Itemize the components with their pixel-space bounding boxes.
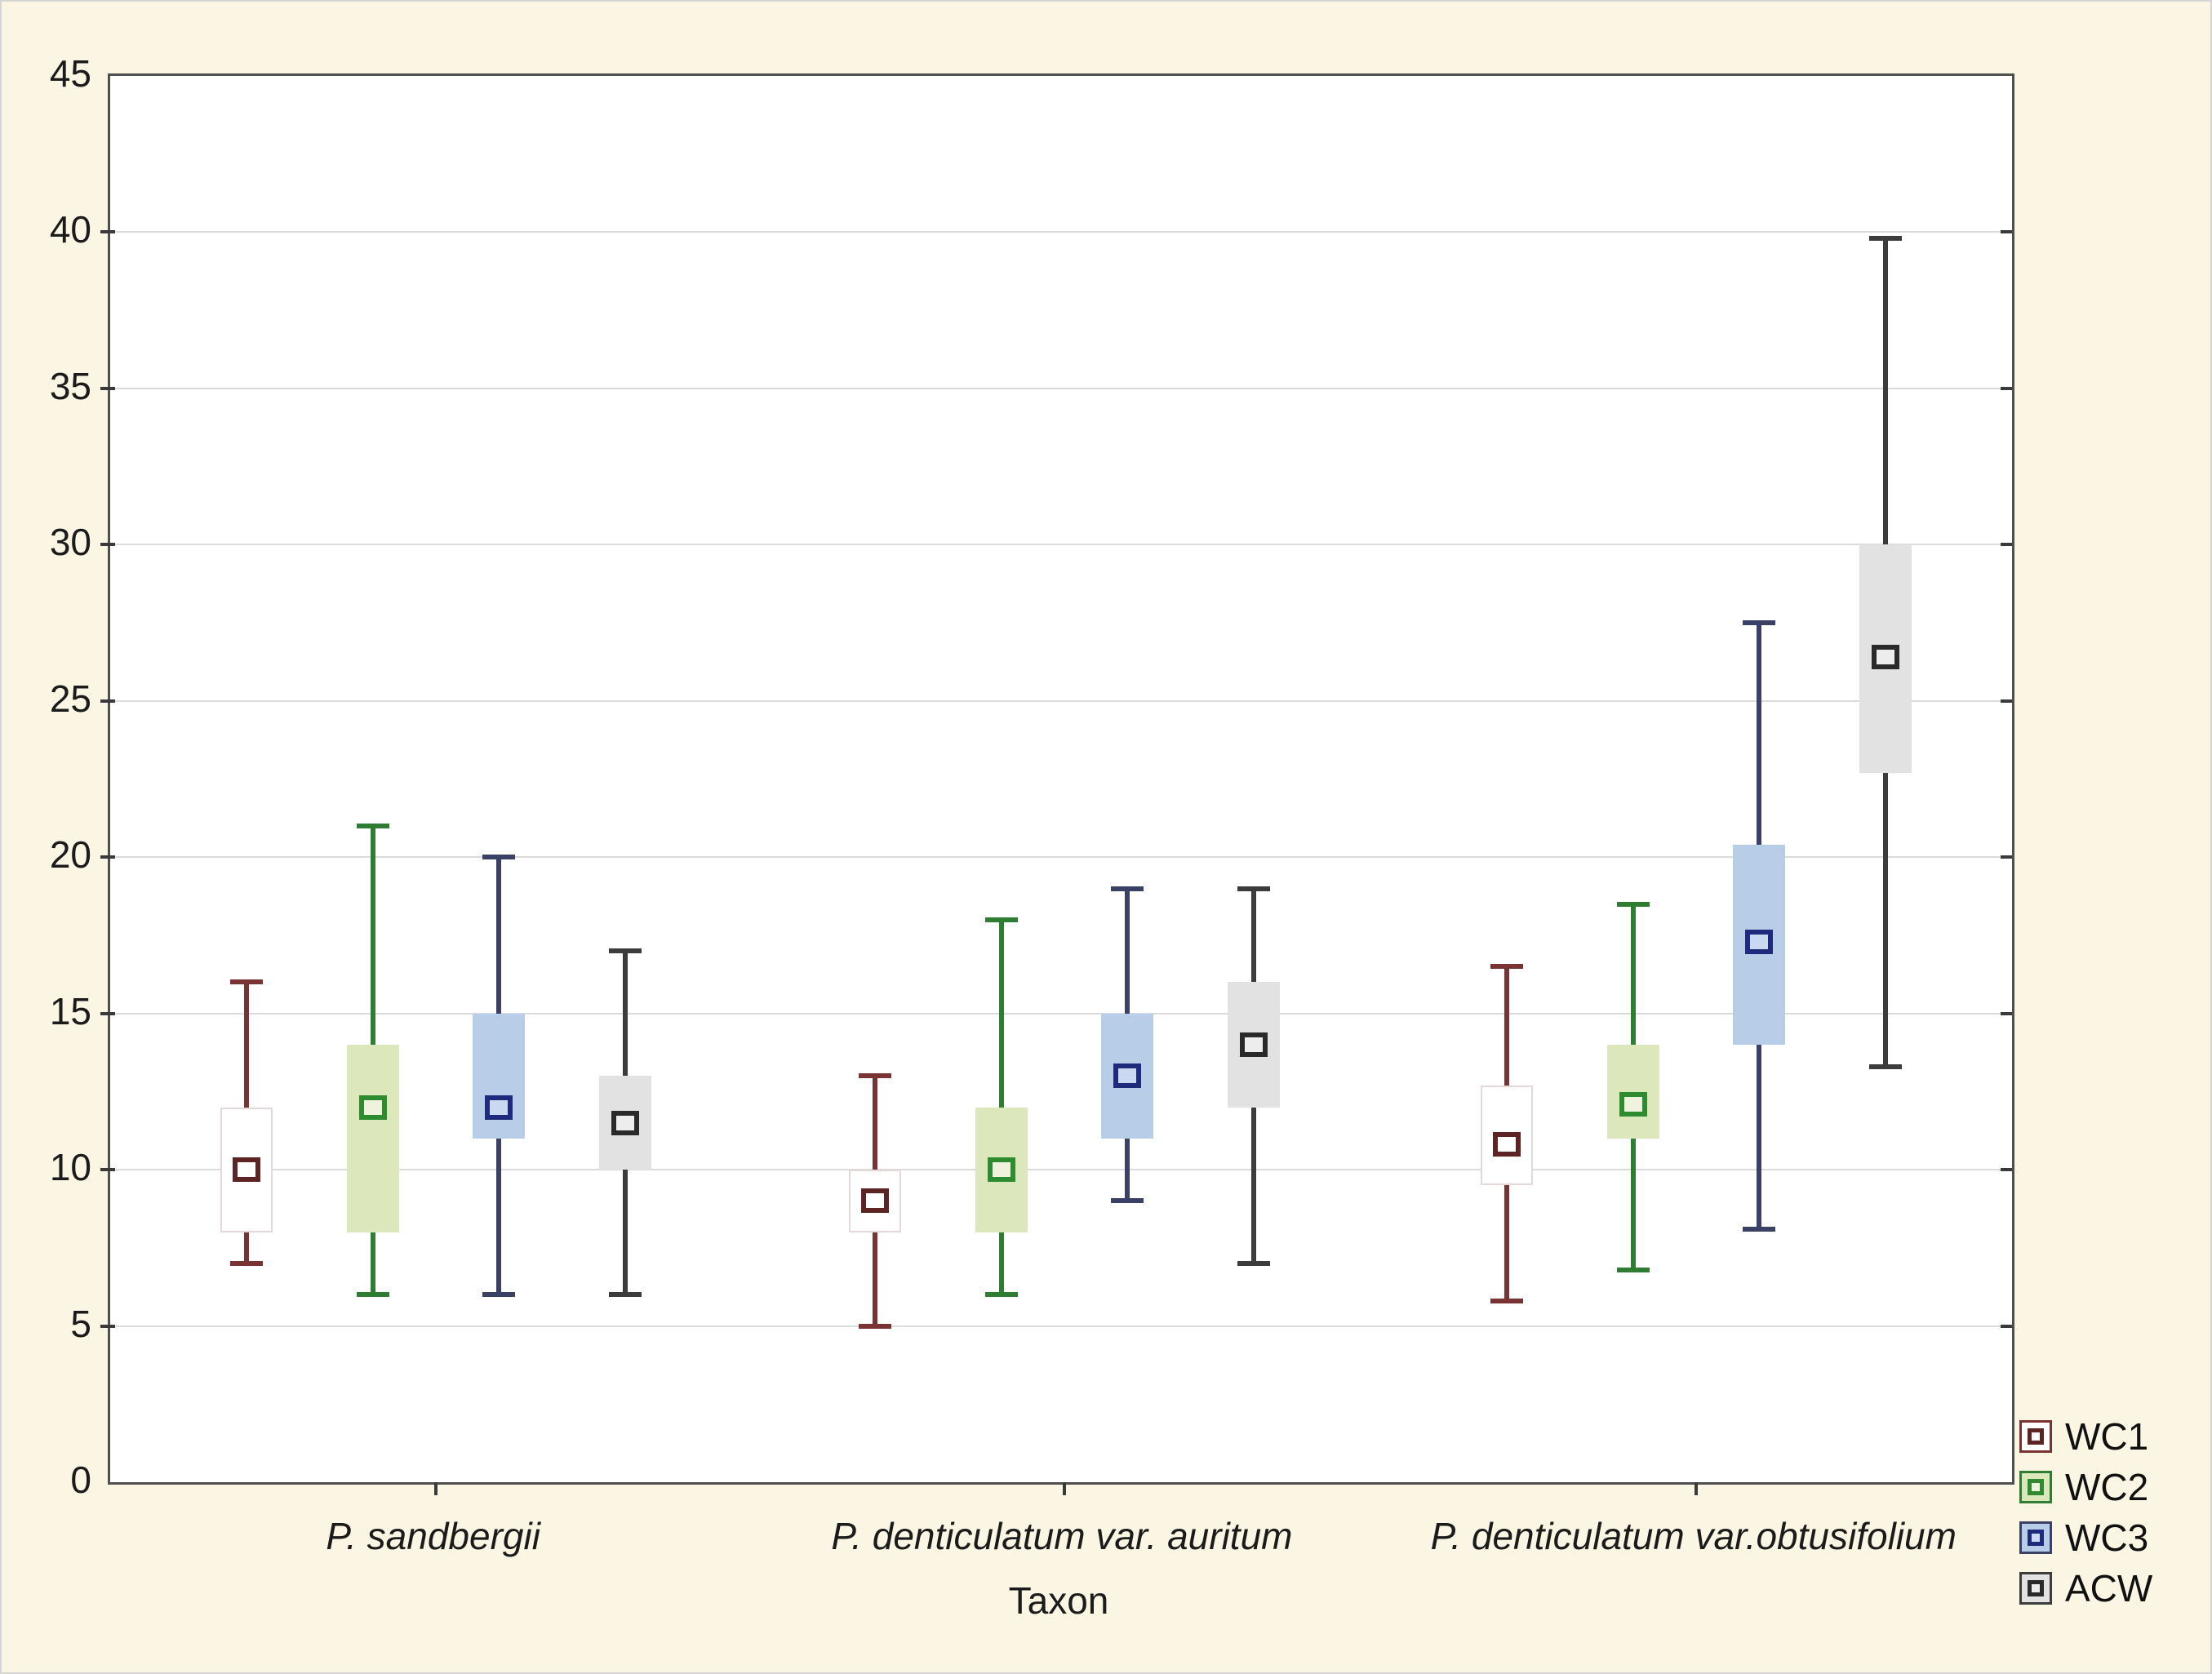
y-tick-label: 40 (49, 208, 91, 251)
whisker-cap (1490, 1298, 1523, 1303)
y-tick-label: 5 (70, 1302, 91, 1345)
median-marker (860, 1188, 889, 1214)
x-axis-tick (433, 1482, 438, 1495)
whisker-cap (608, 948, 642, 954)
y-axis-tick (100, 386, 115, 390)
median-marker (1239, 1032, 1268, 1057)
legend-entry: ACW (2019, 1567, 2152, 1610)
median-marker (1113, 1063, 1141, 1089)
legend-marker-icon (2028, 1428, 2044, 1445)
x-category-label: P. denticulatum var.obtusifolium (1430, 1515, 1957, 1557)
y-axis-tick (2001, 230, 2012, 234)
y-axis-tick (100, 230, 115, 234)
legend-entry: WC1 (2019, 1415, 2148, 1458)
median-marker (232, 1157, 260, 1183)
y-axis-tick (2001, 1011, 2012, 1015)
legend-label: WC2 (2065, 1466, 2149, 1508)
gridline (110, 1012, 2012, 1015)
legend-label: WC3 (2065, 1516, 2149, 1559)
gridline (110, 1169, 2012, 1171)
box-iqr (346, 1044, 399, 1232)
whisker-cap (984, 1292, 1018, 1298)
y-tick-label: 35 (49, 364, 91, 407)
whisker-cap (608, 1292, 642, 1298)
legend-swatch (2019, 1420, 2052, 1453)
whisker-cap (356, 1292, 389, 1298)
y-axis-tick (2001, 543, 2012, 547)
y-axis-tick (2001, 855, 2012, 859)
y-tick-label: 25 (49, 677, 91, 720)
median-marker (987, 1157, 1015, 1183)
gridline (110, 856, 2012, 859)
y-axis-tick (100, 855, 115, 859)
plot-area (100, 73, 2014, 1495)
x-category-label: P. denticulatum var. auritum (831, 1515, 1293, 1557)
whisker-cap (1868, 1063, 1902, 1069)
whisker-cap (229, 979, 263, 985)
whisker-cap (1742, 620, 1775, 626)
x-axis-title: Taxon (1008, 1579, 1109, 1622)
whisker-cap (984, 917, 1018, 922)
median-marker (611, 1110, 639, 1135)
gridline (110, 699, 2012, 702)
legend-swatch (2019, 1471, 2052, 1503)
whisker-cap (229, 1260, 263, 1266)
y-tick-label: 45 (49, 52, 91, 95)
y-axis-tick (100, 699, 115, 703)
legend-label: ACW (2065, 1567, 2153, 1610)
whisker-cap (1490, 964, 1523, 970)
whisker-cap (1237, 886, 1270, 891)
whisker-cap (858, 1073, 891, 1079)
y-axis-tick (100, 1168, 115, 1172)
x-axis-tick (1694, 1482, 1698, 1495)
gridline (110, 231, 2012, 233)
legend-entry: WC2 (2019, 1466, 2148, 1508)
whisker-cap (858, 1323, 891, 1329)
x-category-label: P. sandbergii (326, 1515, 540, 1557)
y-axis-tick (2001, 1168, 2012, 1172)
legend-swatch (2019, 1521, 2052, 1554)
whisker (998, 919, 1004, 1295)
y-tick-label: 15 (49, 989, 91, 1032)
y-axis-tick (2001, 386, 2012, 390)
whisker-cap (482, 855, 515, 860)
whisker-cap (1616, 901, 1650, 907)
legend-swatch (2019, 1572, 2052, 1605)
median-marker (1744, 929, 1773, 954)
gridline (110, 544, 2012, 546)
y-axis-tick (100, 543, 115, 547)
whisker-cap (356, 823, 389, 828)
median-marker (358, 1095, 387, 1120)
whisker-cap (1110, 886, 1144, 891)
median-marker (484, 1095, 513, 1120)
box-iqr (1606, 1044, 1659, 1139)
whisker-cap (1237, 1260, 1270, 1266)
median-marker (1619, 1091, 1647, 1117)
x-axis-tick (1062, 1482, 1066, 1495)
gridline (110, 387, 2012, 389)
legend-label: WC1 (2065, 1415, 2149, 1458)
legend-marker-icon (2028, 1479, 2044, 1495)
y-axis-tick (100, 1324, 115, 1328)
median-marker (1871, 645, 1899, 670)
y-axis-tick (100, 1011, 115, 1015)
y-axis-tick (2001, 699, 2012, 703)
box-iqr (472, 1013, 525, 1139)
legend-entry: WC3 (2019, 1516, 2148, 1559)
whisker-cap (1110, 1198, 1144, 1204)
y-tick-label: 0 (70, 1459, 91, 1501)
y-tick-label: 30 (49, 521, 91, 564)
gridline (110, 1325, 2012, 1327)
y-axis-tick (2001, 1324, 2012, 1328)
whisker-cap (1742, 1226, 1775, 1232)
legend-marker-icon (2028, 1580, 2044, 1596)
legend-marker-icon (2028, 1530, 2044, 1546)
y-tick-label: 20 (49, 833, 91, 877)
median-marker (1492, 1132, 1521, 1157)
y-tick-label: 10 (49, 1146, 91, 1189)
whisker-cap (482, 1292, 515, 1298)
whisker-cap (1616, 1267, 1650, 1272)
whisker-cap (1868, 236, 1902, 242)
